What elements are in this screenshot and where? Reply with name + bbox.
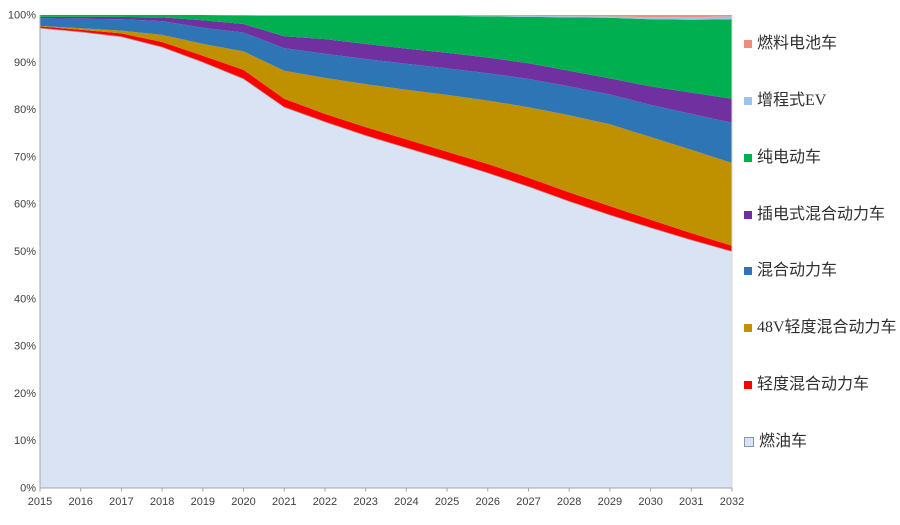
legend-swatch-icon (744, 436, 754, 447)
x-axis-label: 2016 (68, 496, 92, 508)
x-axis-label: 2025 (435, 496, 459, 508)
x-axis-label: 2017 (109, 496, 133, 508)
legend-label: 插电式混合动力车 (757, 205, 886, 223)
legend-item-插电式混合动力车: 插电式混合动力车 (744, 205, 900, 223)
area-增程式EV (40, 15, 732, 20)
x-axis-label: 2028 (557, 496, 581, 508)
legend-label: 混合动力车 (757, 262, 838, 280)
x-axis-label: 2019 (191, 496, 215, 508)
y-axis-label: 30% (14, 341, 36, 353)
x-axis-label: 2022 (313, 496, 337, 508)
legend-swatch-icon (744, 324, 752, 333)
x-axis-label: 2018 (150, 496, 174, 508)
legend-swatch-icon (744, 40, 752, 48)
legend-item-燃油车: 燃油车 (744, 432, 900, 450)
legend-item-增程式EV: 增程式EV (744, 91, 900, 109)
x-axis-label: 2021 (272, 496, 296, 508)
chart-legend: 燃料电池车增程式EV 纯电动车插电式混合动力车 混合动力车 48V轻度混合动力车 轻度混… (744, 36, 900, 450)
y-axis-label: 80% (14, 104, 36, 116)
legend-swatch-icon (744, 381, 752, 390)
legend-label: 燃油车 (759, 432, 808, 450)
y-axis-label: 70% (14, 151, 36, 163)
legend-item-48V轻度混合动力车: 48V轻度混合动力车 (744, 320, 900, 336)
legend-swatch-icon (744, 267, 752, 276)
legend-swatch-icon (744, 96, 752, 105)
legend-label: 纯电动车 (757, 148, 822, 166)
x-axis-label: 2027 (516, 496, 540, 508)
y-axis-label: 100% (8, 10, 36, 22)
y-axis-label: 60% (14, 199, 36, 211)
legend-label: 燃料电池车 (757, 35, 838, 52)
y-axis-label: 0% (20, 483, 36, 495)
legend-item-轻度混合动力车: 轻度混合动力车 (744, 377, 900, 393)
legend-item-混合动力车: 混合动力车 (744, 263, 900, 279)
legend-swatch-icon (744, 153, 752, 162)
legend-label: 轻度混合动力车 (757, 376, 870, 394)
x-axis-label: 2030 (638, 496, 662, 508)
area-燃料电池车 (40, 15, 732, 18)
y-axis-label: 10% (14, 435, 36, 447)
x-axis-label: 2020 (231, 496, 255, 508)
legend-label: 48V轻度混合动力车 (757, 319, 897, 337)
legend-item-纯电动车: 纯电动车 (744, 148, 900, 166)
area-轻度混合动力车 (40, 26, 732, 252)
x-axis-label: 2015 (28, 496, 52, 508)
x-axis-label: 2029 (598, 496, 622, 508)
x-axis-label: 2031 (679, 496, 703, 508)
legend-item-燃料电池车: 燃料电池车 (744, 36, 900, 52)
legend-label: 增程式EV (757, 91, 827, 109)
y-axis-label: 40% (14, 293, 36, 305)
legend-swatch-icon (744, 210, 752, 219)
y-axis-label: 90% (14, 57, 36, 69)
area-燃油车 (40, 28, 732, 488)
x-axis-label: 2024 (394, 496, 418, 508)
area-48V轻度混合动力车 (40, 25, 732, 246)
area-纯电动车 (40, 15, 732, 99)
x-axis-label: 2026 (476, 496, 500, 508)
y-axis-label: 20% (14, 388, 36, 400)
ice-top-outline (39, 27, 733, 252)
x-axis-label: 2032 (720, 496, 744, 508)
y-axis-label: 50% (14, 246, 36, 258)
x-axis-label: 2023 (353, 496, 377, 508)
